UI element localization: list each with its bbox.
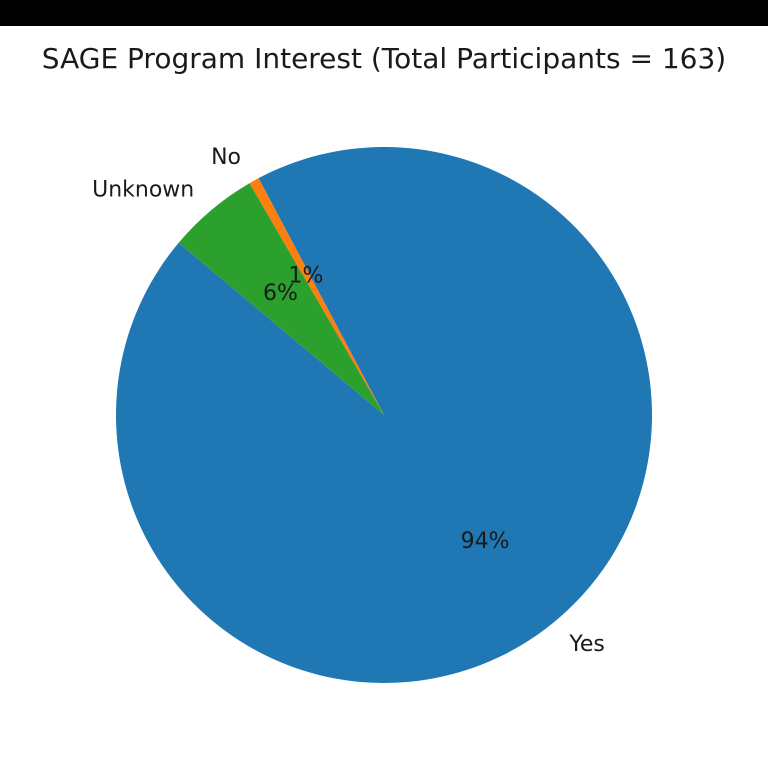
slice-percent-yes: 94% [461,529,510,554]
pie-slice-unknown [178,183,384,415]
slice-label-yes: Yes [568,632,605,657]
slice-percent-no: 1% [289,263,324,288]
top-bar [0,0,768,26]
slice-label-unknown: Unknown [92,177,194,202]
pie-slice-no [249,178,384,415]
slice-label-no: No [211,145,241,170]
slice-percent-unknown: 6% [263,281,298,306]
pie-slice-yes [116,146,652,683]
pie-labels: Yes 94% No 1% Unknown 6% [92,145,605,657]
pie-slices [116,146,652,683]
chart-title: SAGE Program Interest (Total Participant… [42,42,726,75]
